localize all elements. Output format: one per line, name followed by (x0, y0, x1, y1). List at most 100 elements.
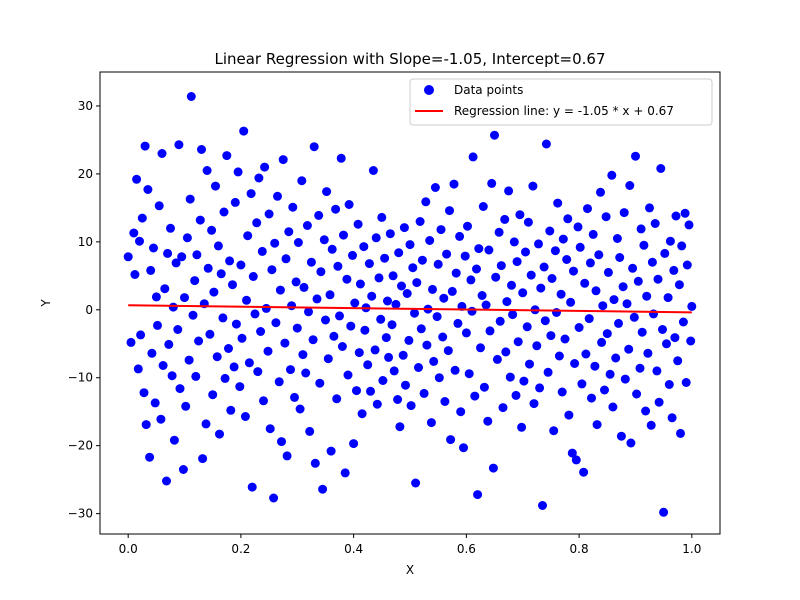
regression-line (128, 304, 692, 314)
data-point (534, 239, 543, 249)
data-point (325, 290, 335, 300)
data-point (528, 181, 538, 191)
data-point (259, 396, 268, 406)
data-point (233, 167, 243, 177)
data-point (175, 384, 185, 394)
data-point (203, 263, 213, 273)
data-point (583, 204, 592, 214)
data-point (479, 382, 489, 392)
data-point (359, 242, 369, 252)
data-point (492, 354, 502, 364)
data-point (256, 327, 266, 336)
data-point (556, 289, 566, 299)
data-point (560, 334, 570, 344)
x-tick-label: 0.0 (119, 542, 138, 556)
data-point (301, 368, 311, 378)
data-point (153, 320, 162, 330)
x-tick-label: 0.8 (570, 542, 589, 556)
data-point (443, 346, 453, 356)
data-point (669, 265, 679, 275)
data-point (190, 276, 200, 286)
data-point (646, 420, 656, 430)
data-point (231, 319, 241, 329)
data-point (402, 289, 412, 298)
y-tick-label: −30 (68, 507, 93, 521)
data-point (312, 294, 322, 304)
data-points-group (123, 92, 697, 517)
data-point (357, 409, 367, 419)
data-point (350, 298, 360, 308)
data-point (612, 234, 622, 243)
data-point (662, 339, 671, 349)
data-point (439, 293, 449, 303)
data-point (408, 263, 418, 273)
data-point (239, 126, 249, 136)
data-point (470, 391, 480, 401)
data-point (202, 166, 212, 175)
data-point (271, 318, 281, 328)
data-point (383, 296, 392, 306)
data-point (167, 371, 177, 381)
data-point (244, 358, 254, 368)
data-point (201, 419, 211, 429)
x-axis-label: X (406, 563, 414, 577)
data-point (667, 413, 677, 423)
data-point (364, 259, 374, 269)
data-point (288, 202, 298, 212)
data-point (518, 288, 528, 298)
data-point (141, 420, 151, 430)
data-point (656, 164, 666, 173)
data-point (605, 369, 615, 379)
data-point (472, 264, 481, 274)
data-point (461, 328, 471, 338)
legend-entry-regression-line: Regression line: y = -1.05 * x + 0.67 (454, 104, 674, 118)
data-point (198, 454, 208, 464)
data-point (507, 280, 516, 290)
data-point (642, 291, 652, 301)
data-point (340, 468, 350, 478)
data-point (191, 371, 201, 381)
data-point (246, 189, 256, 199)
data-point (174, 140, 184, 150)
data-point (308, 335, 318, 345)
data-point (156, 414, 166, 424)
data-point (532, 341, 542, 351)
data-point (213, 241, 223, 251)
data-point (335, 311, 344, 321)
data-point (481, 300, 491, 310)
data-point (677, 241, 687, 251)
data-point (523, 217, 533, 227)
data-point (282, 451, 292, 461)
data-point (598, 301, 608, 311)
data-point (639, 240, 649, 250)
data-point (284, 227, 294, 237)
data-point (220, 373, 230, 383)
data-point (416, 324, 426, 334)
data-point (626, 438, 636, 448)
data-point (205, 329, 215, 339)
chart-title: Linear Regression with Slope=-1.05, Inte… (214, 50, 605, 68)
data-point (337, 342, 347, 351)
data-point (265, 424, 275, 434)
data-point (637, 327, 647, 337)
data-point (536, 283, 546, 293)
data-point (180, 293, 189, 303)
data-point (579, 467, 589, 477)
data-point (247, 482, 257, 492)
data-point (632, 389, 642, 399)
data-point (664, 380, 674, 389)
data-point (315, 378, 325, 388)
data-point (290, 392, 299, 402)
data-point (343, 370, 353, 380)
data-point (466, 275, 476, 285)
data-point (126, 337, 136, 347)
data-point (157, 149, 167, 158)
data-point (430, 183, 440, 192)
data-point (546, 331, 556, 341)
data-point (650, 219, 660, 228)
data-point (388, 271, 398, 281)
data-point (158, 361, 168, 370)
data-point (543, 367, 553, 377)
data-point (269, 493, 279, 503)
data-point (243, 231, 253, 241)
